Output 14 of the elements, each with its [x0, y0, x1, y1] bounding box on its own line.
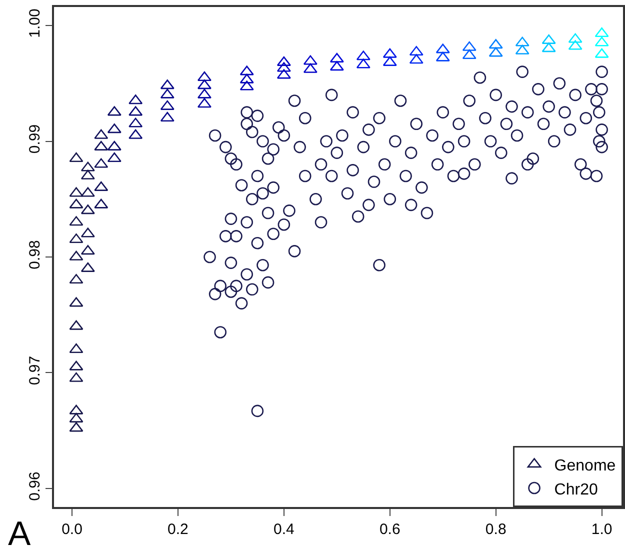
- y-tick-label: 0.98: [26, 240, 44, 270]
- x-tick-label: 0.8: [485, 520, 506, 538]
- y-tick-label: 0.99: [26, 124, 44, 154]
- x-tick-label: 0.2: [168, 520, 188, 538]
- y-tick-label: 0.96: [26, 472, 44, 501]
- x-tick-label: 0.4: [274, 520, 294, 538]
- x-tick-label: 0.6: [379, 520, 400, 538]
- x-tick-label: 1.0: [591, 520, 612, 538]
- y-tick-label: 0.97: [26, 356, 44, 386]
- x-tick-label: 0.0: [62, 520, 82, 538]
- text: A: [8, 515, 31, 553]
- y-tick-label: 1.00: [26, 8, 44, 38]
- legend-label: Chr20: [554, 481, 598, 498]
- legend-label: Genome: [554, 457, 616, 474]
